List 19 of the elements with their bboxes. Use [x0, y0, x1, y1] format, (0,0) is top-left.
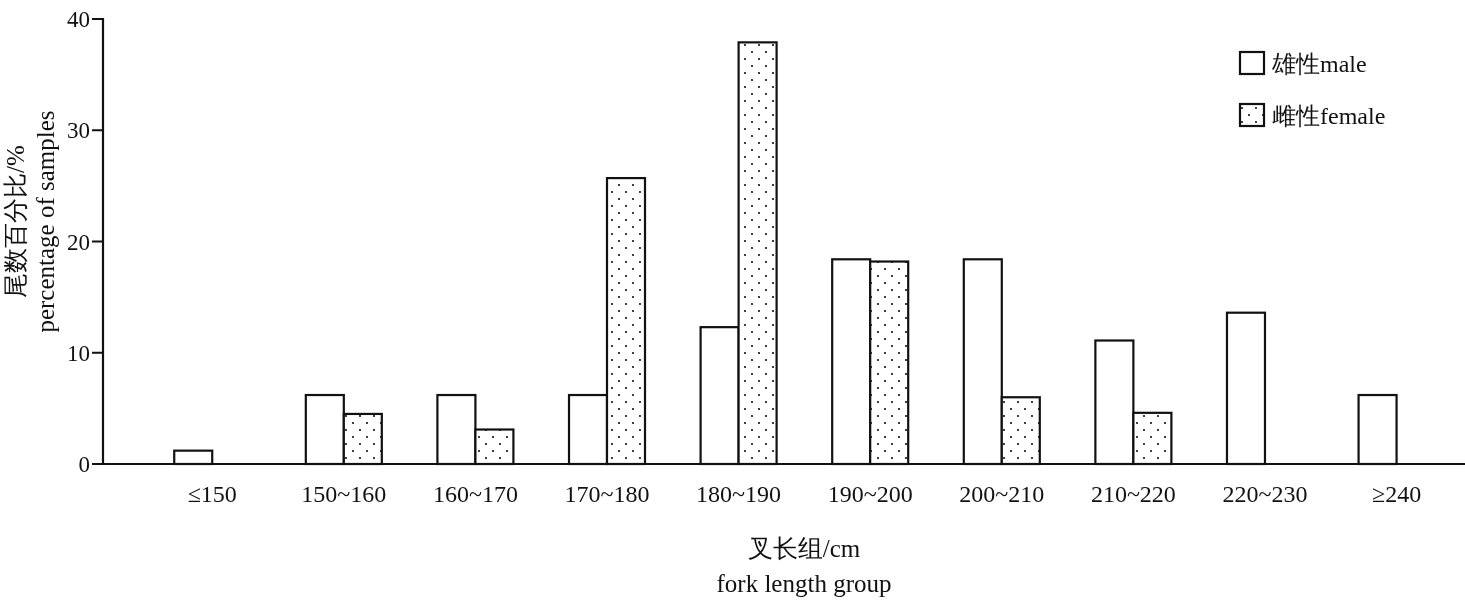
- x-axis-title: 叉长组/cm fork length group: [716, 535, 892, 597]
- x-tick-label: ≤150: [187, 481, 237, 507]
- x-tick-label: 180~190: [696, 481, 782, 507]
- legend-label: 雌性female: [1272, 103, 1386, 129]
- y-tick-label: 40: [67, 7, 90, 32]
- x-tick-label: 150~160: [301, 481, 387, 507]
- y-tick-label: 0: [78, 452, 90, 477]
- x-tick-label: 210~220: [1090, 481, 1176, 507]
- legend-label: 雄性male: [1271, 51, 1367, 77]
- x-tick-label: 220~230: [1222, 481, 1308, 507]
- x-tick-label: 170~180: [564, 481, 650, 507]
- y-tick-label: 10: [67, 340, 90, 366]
- y-axis-title: 尾数百分比/% percentage of samples: [2, 110, 59, 333]
- x-tick-label: 190~200: [827, 481, 913, 507]
- y-tick-label: 30: [67, 118, 90, 144]
- x-tick-label: 160~170: [432, 481, 518, 507]
- x-tick-label: 200~210: [959, 481, 1045, 507]
- x-tick-label: ≥240: [1371, 481, 1422, 507]
- y-tick-label: 20: [67, 229, 90, 255]
